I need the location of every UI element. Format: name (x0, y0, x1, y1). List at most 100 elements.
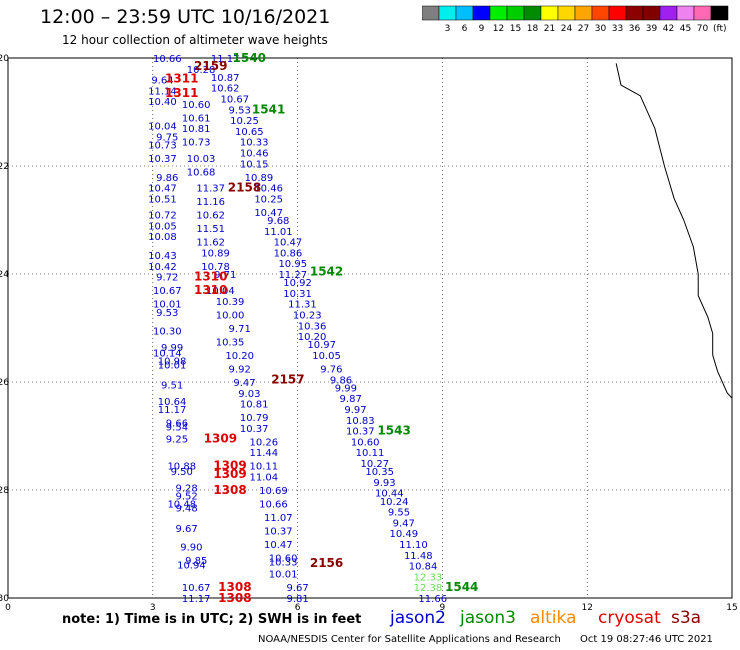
wave-height-value: 10.01 (158, 361, 187, 372)
wave-height-value: 10.24 (380, 497, 409, 508)
wave-height-value: 10.86 (274, 248, 303, 259)
wave-height-value: 10.64 (158, 397, 187, 408)
wave-height-value: 12.33 (414, 572, 443, 583)
pass-number-label: 1309 (213, 459, 246, 473)
wave-height-value: 11.07 (264, 513, 293, 524)
wave-height-value: 10.15 (240, 159, 269, 170)
wave-height-value: 10.03 (187, 154, 216, 165)
wave-height-value: 10.04 (148, 122, 177, 133)
wave-height-value: 10.11 (356, 448, 385, 459)
wave-height-value: 10.27 (361, 459, 390, 470)
wave-height-value: 10.79 (240, 413, 269, 424)
scale-tick-label: 9 (479, 24, 485, 34)
wave-height-value: 11.17 (158, 405, 187, 416)
wave-height-value: 10.65 (235, 127, 264, 138)
wave-height-value: 11.66 (418, 594, 447, 605)
pass-number-label: 1308 (218, 591, 251, 605)
wave-height-value: 10.68 (187, 167, 216, 178)
wave-height-value: 10.47 (264, 540, 293, 551)
wave-height-value: 10.01 (269, 570, 298, 581)
wave-height-value: 10.81 (182, 124, 211, 135)
wave-height-value: 9.92 (229, 365, 251, 376)
wave-height-value: 9.51 (161, 381, 183, 392)
wave-height-value: 10.73 (148, 140, 177, 151)
scale-tick-label: 24 (561, 24, 573, 34)
wave-height-value: 10.67 (153, 286, 182, 297)
pass-number-label: 1544 (445, 580, 478, 594)
wave-height-value: 10.47 (148, 184, 177, 195)
wave-height-value: 10.40 (148, 97, 177, 108)
wave-height-color-scale: 3 6 9 12 15 18 21 24 27 30 33 36 39 42 45 70 (ft) (422, 5, 729, 34)
wave-height-value: 11.04 (249, 473, 278, 484)
legend-jason2: jason2 (390, 608, 446, 628)
wave-height-value: 10.26 (249, 437, 278, 448)
wave-height-value: 9.85 (185, 556, 207, 567)
pass-number-label: 2156 (310, 556, 343, 570)
wave-height-value: 9.99 (161, 343, 183, 354)
footnote: note: 1) Time is in UTC; 2) SWH is in fe… (62, 612, 362, 627)
wave-height-value: 11.17 (211, 54, 240, 65)
wave-height-value: 10.87 (211, 73, 240, 84)
wave-height-value: 10.23 (293, 311, 322, 322)
credit-line: NOAA/NESDIS Center for Satellite Applica… (258, 634, 561, 645)
wave-height-value: 9.52 (175, 491, 197, 502)
scale-tick-label: 27 (578, 24, 589, 34)
wave-height-value: 10.20 (225, 351, 254, 362)
scale-tick-label: 3 (445, 24, 451, 34)
wave-height-value: 9.50 (171, 467, 193, 478)
lon-tick-label: 15 (726, 603, 737, 610)
wave-height-value: 9.55 (388, 508, 410, 519)
legend-cryosat: cryosat (598, 608, 661, 628)
wave-height-map[interactable]: 03691215-20-22-24-26-28-3010.6611.1710.2… (0, 0, 740, 610)
wave-height-value: 10.14 (153, 348, 182, 359)
wave-height-value: 10.20 (298, 332, 327, 343)
pass-number-label: 2158 (228, 181, 261, 195)
wave-height-value: 9.53 (156, 308, 178, 319)
legend-altika: altika (530, 608, 577, 628)
map-subtitle: 12 hour collection of altimeter wave hei… (62, 33, 328, 47)
pass-number-label: 2159 (194, 59, 227, 73)
wave-height-value: 10.39 (216, 297, 245, 308)
wave-height-value: 10.62 (211, 84, 240, 95)
wave-height-value: 10.89 (245, 173, 274, 184)
wave-height-value: 10.35 (365, 467, 394, 478)
wave-height-value: 10.97 (307, 340, 336, 351)
wave-height-value: 11.27 (278, 270, 307, 281)
wave-height-value: 11.48 (404, 551, 433, 562)
wave-height-value: 10.31 (283, 289, 312, 300)
lat-tick-label: -28 (0, 486, 9, 496)
wave-height-value: 10.66 (259, 500, 288, 511)
wave-height-value: 11.16 (196, 197, 225, 208)
wave-height-value: 10.69 (259, 486, 288, 497)
scale-tick-label: 36 (629, 24, 641, 34)
wave-height-value: 10.28 (187, 65, 216, 76)
wave-height-value: 10.67 (182, 583, 211, 594)
wave-height-value: 10.37 (148, 154, 177, 165)
wave-height-value: 10.98 (158, 356, 187, 367)
lon-tick-label: 3 (150, 603, 156, 610)
wave-height-value: 10.61 (182, 113, 211, 124)
scale-tick-label: 30 (595, 24, 607, 34)
lat-tick-label: -22 (0, 162, 9, 172)
scale-tick-label: 42 (663, 24, 674, 34)
wave-height-value: 10.67 (221, 95, 250, 106)
wave-height-value: 10.81 (240, 400, 269, 411)
wave-height-value: 10.66 (153, 54, 182, 65)
pass-number-label: 1540 (233, 51, 266, 65)
scale-tick-label: 18 (527, 24, 539, 34)
wave-height-value: 10.95 (278, 259, 307, 270)
wave-height-value: 10.37 (264, 527, 293, 538)
wave-height-value: 10.01 (153, 300, 182, 311)
wave-height-value: 10.05 (148, 221, 177, 232)
wave-height-value: 10.37 (240, 424, 269, 435)
scale-tick-label: 21 (544, 24, 555, 34)
wave-height-value: 9.64 (151, 76, 173, 87)
wave-height-value: 10.51 (148, 194, 177, 205)
wave-height-value: 10.44 (375, 489, 404, 500)
scale-tick-label: 33 (612, 24, 623, 34)
wave-height-value: 10.49 (389, 529, 418, 540)
scale-tick-label: 45 (680, 24, 691, 34)
wave-height-value: 9.99 (335, 383, 357, 394)
scale-swatch (710, 5, 729, 21)
wave-height-value: 10.60 (182, 100, 211, 111)
